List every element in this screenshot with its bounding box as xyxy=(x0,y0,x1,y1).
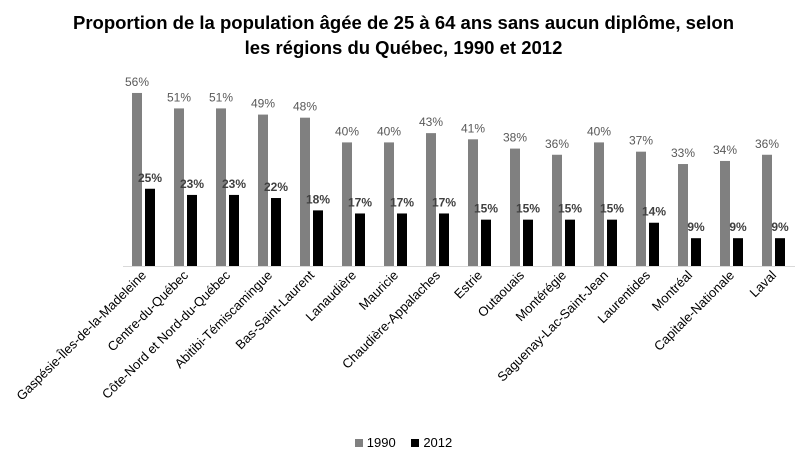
data-label-2012-3: 22% xyxy=(264,180,288,194)
bar-2012-3 xyxy=(271,198,281,266)
bar-1990-8 xyxy=(468,139,478,266)
bar-1990-5 xyxy=(342,142,352,266)
bar-1990-12 xyxy=(636,151,646,266)
bar-2012-13 xyxy=(691,238,701,266)
data-label-1990-15: 36% xyxy=(755,137,779,151)
bar-1990-4 xyxy=(300,117,310,267)
bar-1990-7 xyxy=(426,133,436,266)
bar-1990-13 xyxy=(678,164,688,266)
data-label-2012-13: 9% xyxy=(687,220,705,234)
data-label-2012-6: 17% xyxy=(390,195,414,209)
data-label-1990-13: 33% xyxy=(671,146,695,160)
bar-2012-5 xyxy=(355,213,365,266)
category-label-4: Bas-Saint-Laurent xyxy=(232,267,317,352)
legend-swatch-1990 xyxy=(354,439,363,447)
bar-2012-11 xyxy=(607,219,617,266)
data-label-1990-2: 51% xyxy=(209,90,233,104)
bar-2012-7 xyxy=(439,213,449,266)
data-label-1990-12: 37% xyxy=(629,134,653,148)
data-label-2012-8: 15% xyxy=(474,202,498,216)
data-label-2012-14: 9% xyxy=(729,220,747,234)
data-label-1990-11: 40% xyxy=(587,124,611,138)
bar-2012-14 xyxy=(733,238,743,266)
data-label-1990-7: 43% xyxy=(419,115,443,129)
bar-2012-15 xyxy=(775,238,785,266)
chart-title: Proportion de la population âgée de 25 à… xyxy=(0,10,807,60)
category-label-8: Estrie xyxy=(451,268,485,302)
bar-2012-9 xyxy=(523,219,533,266)
bar-1990-9 xyxy=(510,148,520,266)
data-label-2012-0: 25% xyxy=(138,171,162,185)
data-label-1990-3: 49% xyxy=(251,97,275,111)
chart-title-line-2: les régions du Québec, 1990 et 2012 xyxy=(244,37,563,58)
data-label-2012-5: 17% xyxy=(348,195,372,209)
bar-2012-8 xyxy=(481,219,491,266)
bar-1990-15 xyxy=(762,154,772,266)
legend-label-2012: 2012 xyxy=(423,435,453,450)
data-label-1990-4: 48% xyxy=(293,100,317,114)
legend-item-2012: 2012 xyxy=(411,435,452,450)
bar-1990-1 xyxy=(174,108,184,266)
bar-1990-10 xyxy=(552,154,562,266)
bar-1990-3 xyxy=(258,114,268,266)
bar-2012-1 xyxy=(187,194,197,266)
chart-legend: 1990 2012 xyxy=(0,435,807,450)
bar-2012-4 xyxy=(313,210,323,266)
data-label-1990-14: 34% xyxy=(713,143,737,157)
data-label-2012-15: 9% xyxy=(771,220,789,234)
data-label-1990-10: 36% xyxy=(545,137,569,151)
data-label-2012-10: 15% xyxy=(558,202,582,216)
bar-2012-6 xyxy=(397,213,407,266)
data-label-2012-2: 23% xyxy=(222,177,246,191)
data-label-1990-8: 41% xyxy=(461,121,485,135)
legend-label-1990: 1990 xyxy=(366,435,396,450)
data-label-1990-6: 40% xyxy=(377,124,401,138)
bar-2012-10 xyxy=(565,219,575,266)
chart-title-line-1: Proportion de la population âgée de 25 à… xyxy=(72,12,734,33)
bar-1990-11 xyxy=(594,142,604,266)
data-label-2012-12: 14% xyxy=(642,205,666,219)
data-label-1990-1: 51% xyxy=(167,90,191,104)
data-label-2012-9: 15% xyxy=(516,202,540,216)
data-label-2012-4: 18% xyxy=(306,192,330,206)
bar-2012-2 xyxy=(229,194,239,266)
bar-1990-14 xyxy=(720,160,730,266)
bar-2012-0 xyxy=(145,188,155,266)
data-label-2012-1: 23% xyxy=(180,177,204,191)
bar-1990-2 xyxy=(216,108,226,266)
data-label-1990-9: 38% xyxy=(503,131,527,145)
category-label-15: Laval xyxy=(747,267,780,300)
bar-1990-0 xyxy=(132,92,142,267)
data-label-1990-0: 56% xyxy=(125,75,149,89)
data-label-2012-11: 15% xyxy=(600,202,624,216)
legend-item-1990: 1990 xyxy=(354,435,396,450)
data-label-1990-5: 40% xyxy=(335,124,359,138)
bar-1990-6 xyxy=(384,142,394,266)
legend-swatch-2012 xyxy=(411,439,420,447)
category-label-14: Capitale-Nationale xyxy=(651,268,737,354)
bar-2012-12 xyxy=(649,222,659,266)
data-label-2012-7: 17% xyxy=(432,195,456,209)
